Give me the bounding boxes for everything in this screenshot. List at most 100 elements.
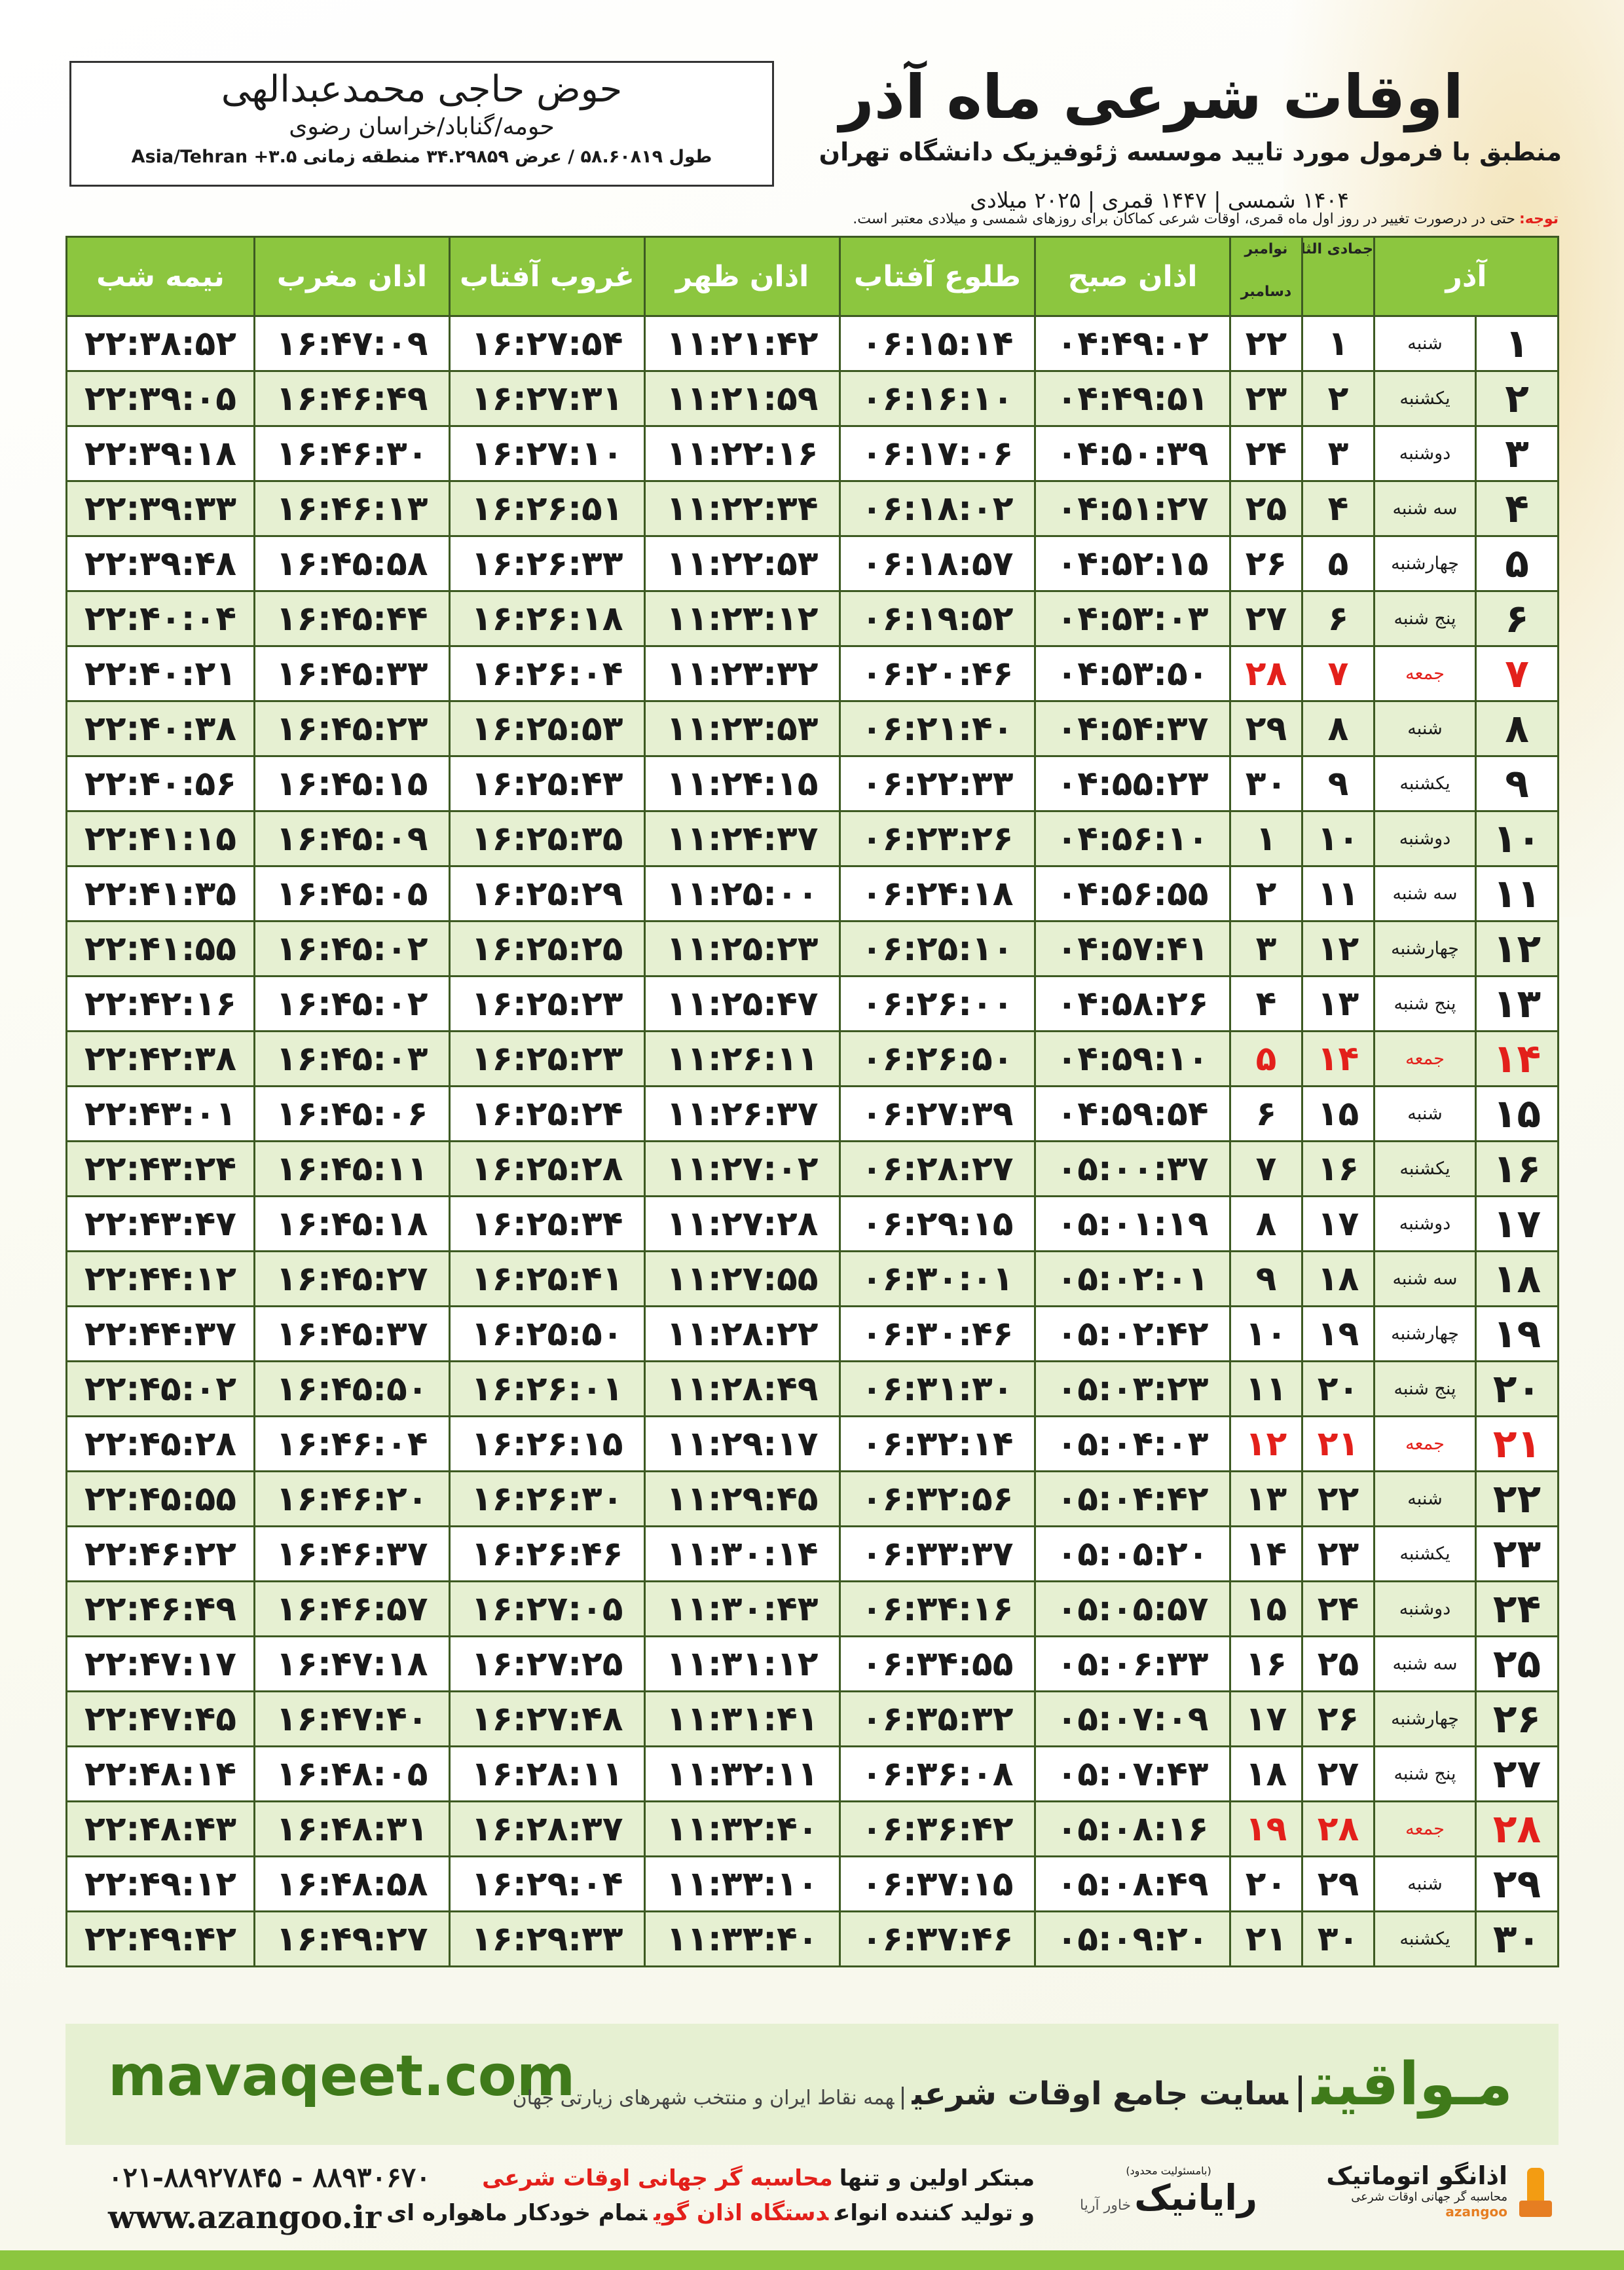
table-cell: ۱۶:۴۶:۳۷ [253,1525,451,1582]
header-text: نوامبر [1244,241,1288,257]
table-cell: ۰۴:۵۶:۱۰ [1034,810,1231,867]
table-cell: ۱۱:۲۸:۴۹ [644,1360,841,1417]
table-cell: ۰۴:۵۵:۲۳ [1034,755,1231,812]
table-cell: ۲۲:۴۲:۱۶ [65,975,255,1032]
table-cell: ۰۴:۵۰:۳۹ [1034,425,1231,482]
logo-text: خاور آریا [1080,2197,1132,2214]
table-cell: ۰۶:۳۲:۱۴ [839,1415,1036,1472]
table-cell: ۶ [1229,1085,1303,1142]
table-cell: ۱ [1475,315,1559,372]
tagline: سایت جامع اوقات شرعی [912,2075,1302,2112]
table-cell: ۲۳ [1301,1525,1375,1582]
table-cell: ۱۱:۲۲:۱۶ [644,425,841,482]
table-cell: جمعه [1373,1800,1477,1857]
table-cell: یکشنبه [1373,1525,1477,1582]
table-cell: ۲۲:۴۹:۴۲ [65,1910,255,1967]
contact-line: و تولید کننده انواعدستگاه اذان گویتمام خ… [380,2196,1035,2231]
table-cell: ۱۶:۲۵:۵۳ [449,700,646,757]
table-cell: ۲۰ [1475,1360,1559,1417]
table-row: ۲۲ شنبه ۲۲ ۱۳ ۰۵:۰۴:۴۲ ۰۶:۳۲:۵۶ ۱۱:۲۹:۴۵ ۱۶:۲۶:… [65,1470,1559,1527]
table-cell: ۱۶:۴۷:۴۰ [253,1690,451,1747]
table-cell: ۱۱:۲۷:۲۸ [644,1195,841,1252]
table-cell: ۱۶:۲۵:۲۹ [449,865,646,922]
table-cell: ۱۶:۲۸:۱۱ [449,1745,646,1802]
table-cell: ۲۲:۴۸:۴۳ [65,1800,255,1857]
azangoo-logo: اذانگو اتوماتیک محاسبه گر جهانی اوقات شر… [1326,2161,1559,2227]
header-cell: غروب آفتاب [449,236,646,317]
table-cell: ۱۶:۴۸:۵۸ [253,1855,451,1912]
table-cell: ۱۶:۲۷:۰۵ [449,1580,646,1637]
table-cell: ۱۶:۲۶:۱۵ [449,1415,646,1472]
table-cell: ۱۱:۲۹:۱۷ [644,1415,841,1472]
table-row: ۱۸ سه شنبه ۱۸ ۹ ۰۵:۰۲:۰۱ ۰۶:۳۰:۰۱ ۱۱:۲۷:۵۵ ۱۶:۲… [65,1250,1559,1307]
table-cell: ۲۲:۴۸:۱۴ [65,1745,255,1802]
table-cell: ۱۱:۳۰:۴۳ [644,1580,841,1637]
table-cell: ۲۰ [1229,1855,1303,1912]
table-cell: ۱ [1301,315,1375,372]
table-cell: ۰۴:۵۸:۲۶ [1034,975,1231,1032]
table-cell: ۲۲:۴۶:۲۲ [65,1525,255,1582]
table-cell: ۲۸ [1301,1800,1375,1857]
table-cell: ۲۷ [1229,590,1303,647]
table-cell: ۱۸ [1229,1745,1303,1802]
table-cell: ۱۴ [1229,1525,1303,1582]
table-cell: ۱۶ [1475,1140,1559,1197]
table-cell: ۱۶:۴۵:۳۷ [253,1305,451,1362]
table-cell: ۰۶:۳۷:۱۵ [839,1855,1036,1912]
location-box: حوض حاجی محمدعبدالهی حومه/گناباد/خراسان … [69,61,774,187]
footer-band [65,2024,1559,2145]
table-row: ۱ شنبه ۱ ۲۲ ۰۴:۴۹:۰۲ ۰۶:۱۵:۱۴ ۱۱:۲۱:۴۲ ۱۶:۲۷:۵۴… [65,315,1559,372]
table-cell: چهارشنبه [1373,535,1477,592]
table-cell: پنج شنبه [1373,975,1477,1032]
table-cell: ۲۴ [1475,1580,1559,1637]
table-cell: ۱۶:۴۵:۰۶ [253,1085,451,1142]
table-row: ۵ چهارشنبه ۵ ۲۶ ۰۴:۵۲:۱۵ ۰۶:۱۸:۵۷ ۱۱:۲۲:۵۳ ۱۶:۲… [65,535,1559,592]
table-cell: ۷ [1475,645,1559,702]
text: دستگاه اذان گوی [654,2199,829,2226]
table-cell: ۰۴:۵۲:۱۵ [1034,535,1231,592]
contact-line: مبتکر اولین و تنهامحاسبه گر جهانی اوقات … [380,2161,1035,2196]
table-cell: ۱۹ [1301,1305,1375,1362]
header-cell: نوامبر دسامبر [1229,236,1303,317]
table-cell: ۰۵:۰۳:۲۳ [1034,1360,1231,1417]
table-cell: ۲۲:۴۵:۵۵ [65,1470,255,1527]
table-cell: ۱۶:۲۶:۰۴ [449,645,646,702]
table-cell: ۹ [1229,1250,1303,1307]
table-cell: ۱۶:۲۹:۰۴ [449,1855,646,1912]
table-cell: ۳ [1301,425,1375,482]
table-cell: ۱۹ [1475,1305,1559,1362]
table-cell: ۰۵:۰۴:۰۳ [1034,1415,1231,1472]
table-cell: ۰۵:۰۲:۰۱ [1034,1250,1231,1307]
table-row: ۱۵ شنبه ۱۵ ۶ ۰۴:۵۹:۵۴ ۰۶:۲۷:۳۹ ۱۱:۲۶:۳۷ ۱۶:۲۵:۲… [65,1085,1559,1142]
table-cell: ۰۶:۲۶:۰۰ [839,975,1036,1032]
table-cell: ۱۷ [1475,1195,1559,1252]
table-cell: ۱۶ [1229,1635,1303,1692]
table-cell: ۱۱:۳۲:۱۱ [644,1745,841,1802]
table-cell: ۳۰ [1229,755,1303,812]
table-cell: ۸ [1229,1195,1303,1252]
header-text: دسامبر [1240,284,1292,301]
table-cell: ۱۱:۲۹:۴۵ [644,1470,841,1527]
table-cell: ۱۶:۲۵:۴۱ [449,1250,646,1307]
table-cell: ۰۵:۰۸:۴۹ [1034,1855,1231,1912]
table-cell: ۷ [1229,1140,1303,1197]
table-cell: ۲۵ [1475,1635,1559,1692]
table-row: ۲۰ پنج شنبه ۲۰ ۱۱ ۰۵:۰۳:۲۳ ۰۶:۳۱:۳۰ ۱۱:۲۸:۴۹ ۱۶… [65,1360,1559,1417]
table-row: ۶ پنج شنبه ۶ ۲۷ ۰۴:۵۳:۰۳ ۰۶:۱۹:۵۲ ۱۱:۲۳:۱۲ ۱۶:۲… [65,590,1559,647]
table-cell: ۲۲:۴۹:۱۲ [65,1855,255,1912]
table-cell: پنج شنبه [1373,1360,1477,1417]
table-cell: ۱۸ [1475,1250,1559,1307]
text: و تولید کننده انواع [835,2199,1035,2226]
table-cell: ۱۶:۴۵:۰۵ [253,865,451,922]
table-cell: ۵ [1229,1030,1303,1087]
table-cell: ۱۶:۴۶:۴۹ [253,370,451,427]
table-cell: ۰۶:۱۷:۰۶ [839,425,1036,482]
text: تمام خودکار ماهواره ای [386,2199,648,2226]
table-cell: ۱۶:۴۵:۰۲ [253,920,451,977]
table-cell: ۲۴ [1229,425,1303,482]
table-cell: شنبه [1373,1470,1477,1527]
table-cell: ۱۱:۳۳:۴۰ [644,1910,841,1967]
table-cell: ۱۱:۲۲:۳۴ [644,480,841,537]
table-cell: ۰۴:۵۳:۵۰ [1034,645,1231,702]
